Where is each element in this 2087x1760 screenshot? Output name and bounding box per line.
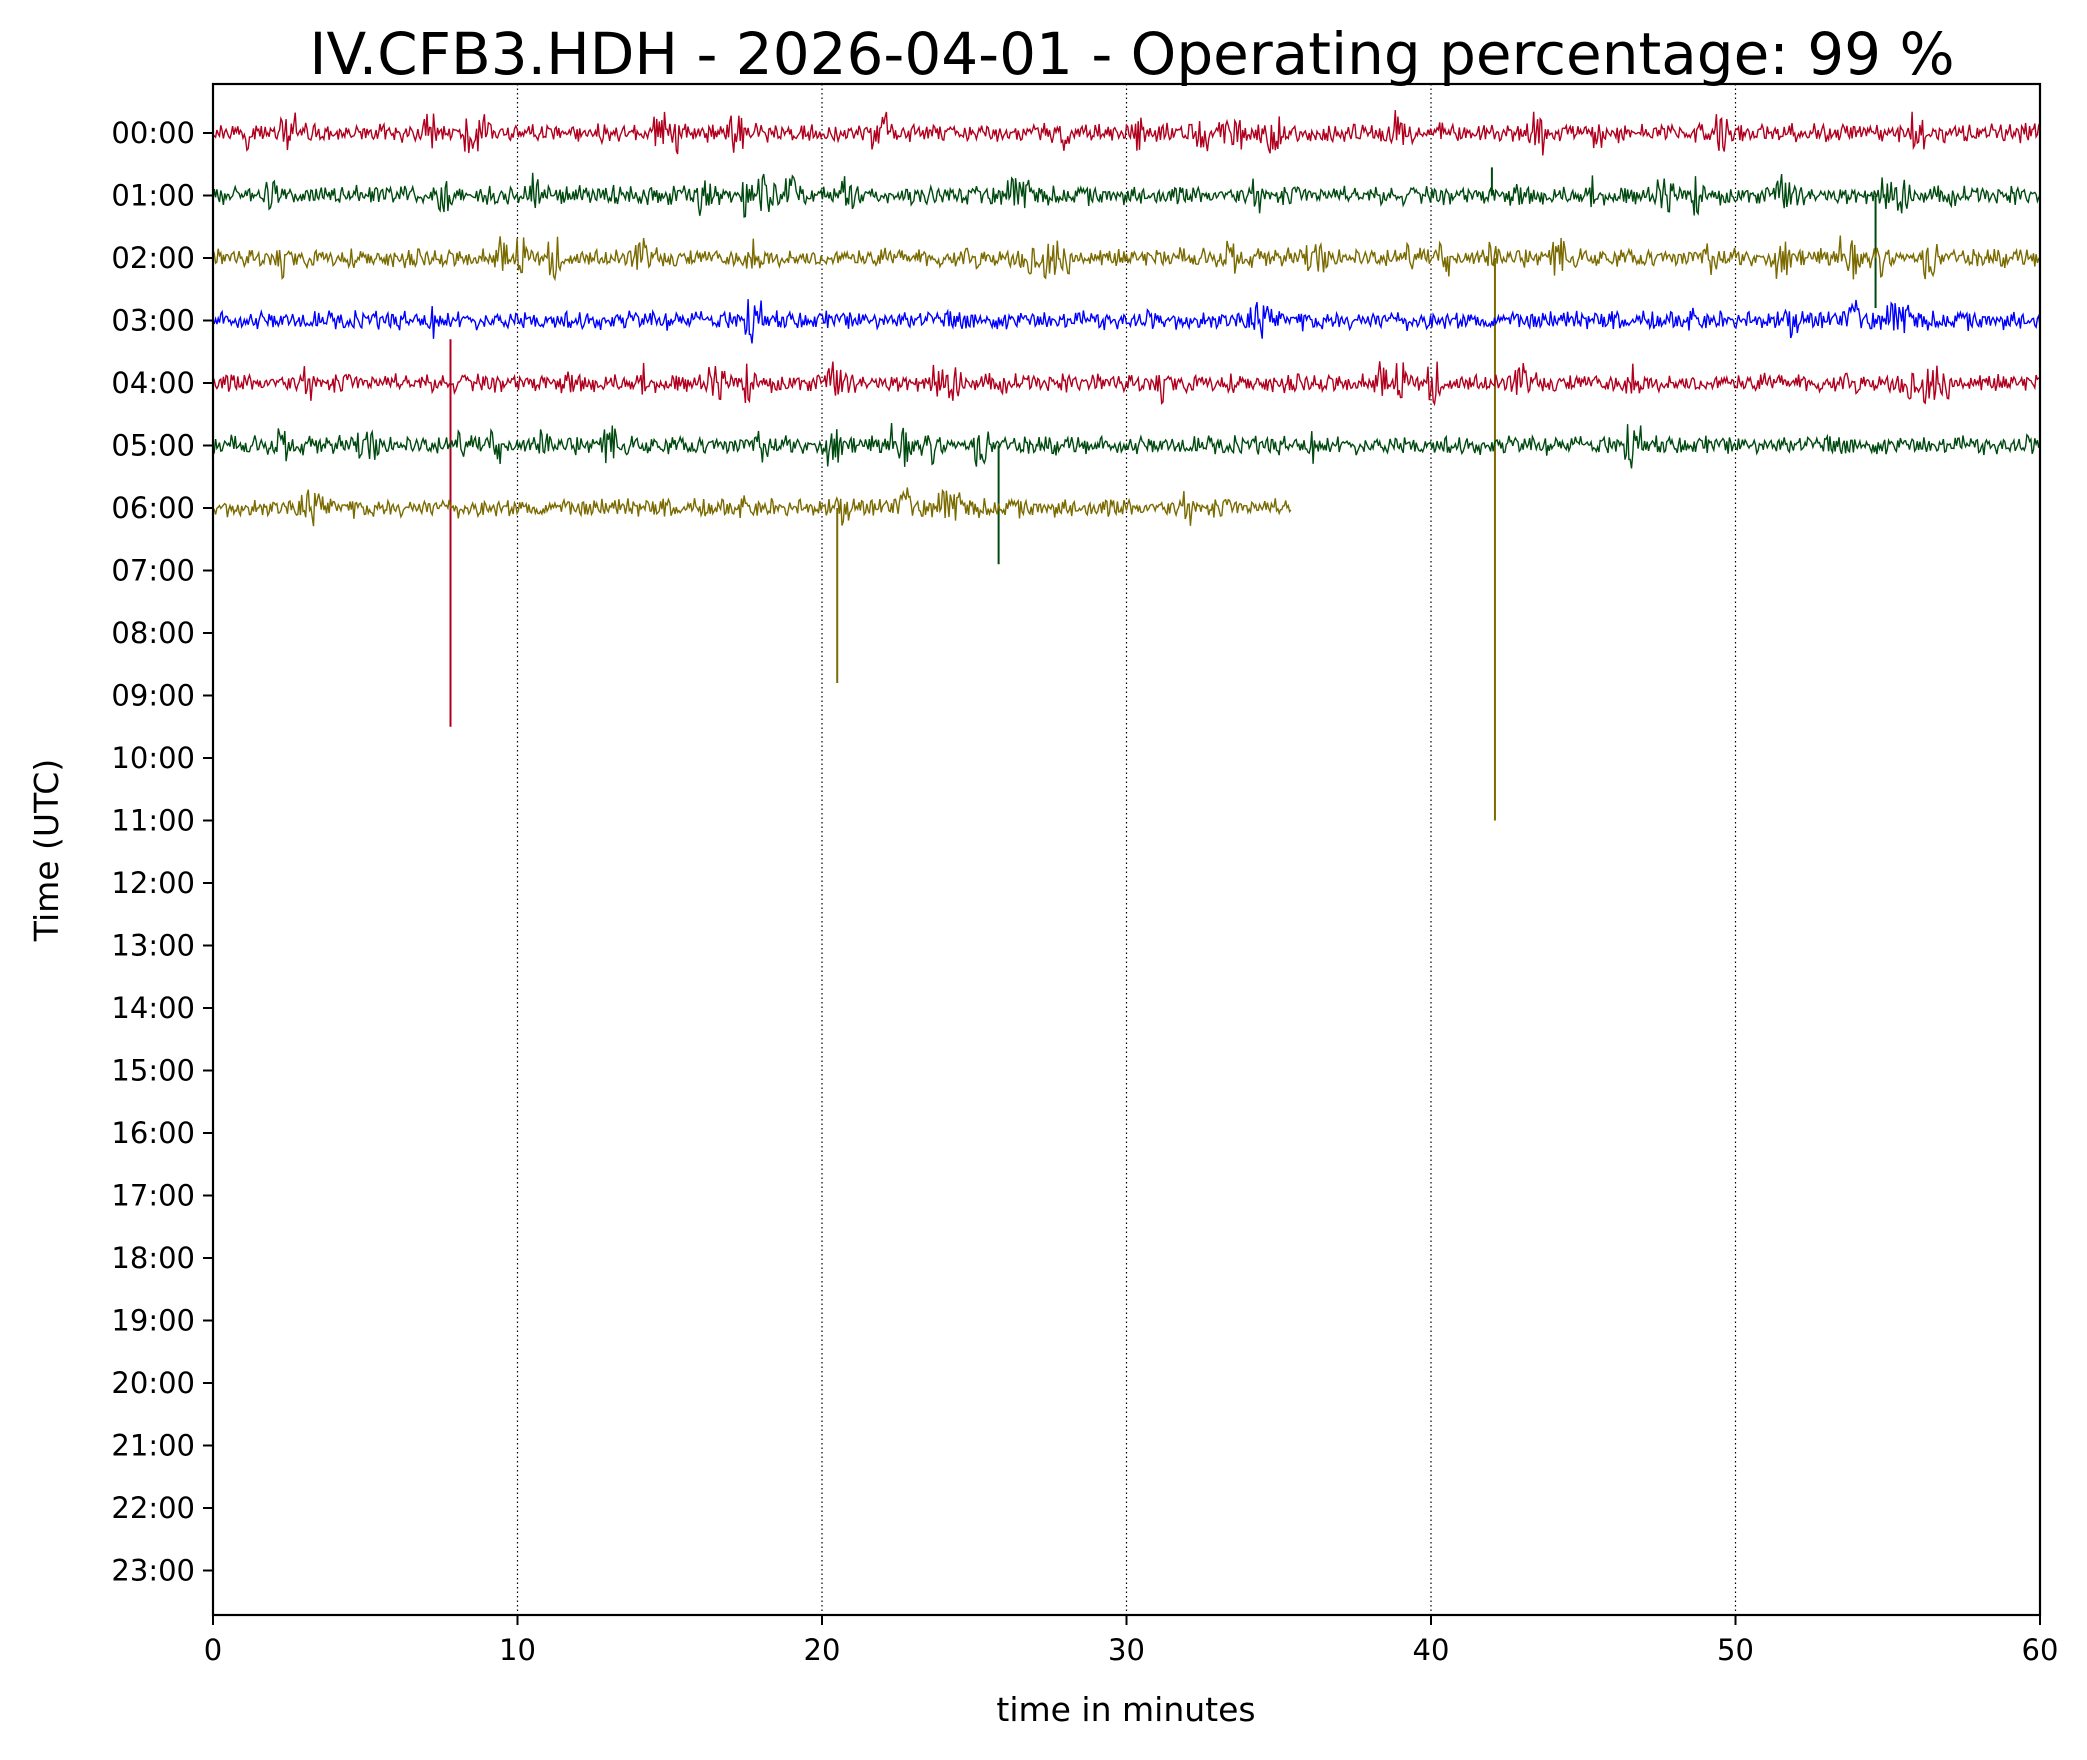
y-tick-label-11: 11:00 — [111, 804, 195, 838]
y-axis-label: Time (UTC) — [27, 759, 66, 942]
x-tick-label-30: 30 — [1108, 1633, 1145, 1667]
x-axis-ticks: 0 10 20 30 40 50 60 — [204, 1615, 2059, 1667]
y-tick-label-21: 21:00 — [111, 1429, 195, 1463]
trace-0600 — [212, 487, 1292, 527]
trace-0400 — [212, 361, 2041, 407]
y-tick-label-13: 13:00 — [111, 929, 195, 963]
y-tick-label-20: 20:00 — [111, 1366, 195, 1400]
x-axis-label: time in minutes — [996, 1690, 1255, 1729]
y-axis-ticks: 00:00 01:00 02:00 03:00 04:00 05:00 06:00 07:00… — [111, 116, 213, 1588]
trace-0100 — [212, 172, 2041, 218]
y-tick-label-12: 12:00 — [111, 866, 195, 900]
y-tick-label-23: 23:00 — [111, 1554, 195, 1588]
y-tick-label-19: 19:00 — [111, 1304, 195, 1338]
x-tick-label-0: 0 — [204, 1633, 222, 1667]
seismic-traces — [212, 110, 2041, 821]
y-tick-label-8: 08:00 — [111, 616, 195, 650]
x-tick-label-40: 40 — [1413, 1633, 1450, 1667]
y-tick-label-14: 14:00 — [111, 991, 195, 1025]
y-tick-label-3: 03:00 — [111, 304, 195, 338]
trace-0300 — [212, 299, 2041, 344]
x-tick-label-10: 10 — [499, 1633, 536, 1667]
y-tick-label-15: 15:00 — [111, 1054, 195, 1088]
trace-0000 — [212, 110, 2041, 156]
y-tick-label-0: 00:00 — [111, 116, 195, 150]
trace-0500 — [212, 422, 2041, 469]
chart-title: IV.CFB3.HDH - 2026-04-01 - Operating per… — [309, 20, 1954, 88]
y-tick-label-17: 17:00 — [111, 1179, 195, 1213]
y-tick-label-22: 22:00 — [111, 1491, 195, 1525]
y-tick-label-9: 09:00 — [111, 679, 195, 713]
y-tick-label-7: 07:00 — [111, 554, 195, 588]
y-tick-label-2: 02:00 — [111, 241, 195, 275]
y-tick-label-5: 05:00 — [111, 429, 195, 463]
y-tick-label-16: 16:00 — [111, 1116, 195, 1150]
y-tick-label-18: 18:00 — [111, 1241, 195, 1275]
y-tick-label-6: 06:00 — [111, 491, 195, 525]
trace-0200 — [212, 235, 2041, 282]
grid-lines — [516, 84, 1737, 1615]
y-tick-label-4: 04:00 — [111, 366, 195, 400]
x-tick-label-60: 60 — [2022, 1633, 2059, 1667]
x-tick-label-20: 20 — [804, 1633, 841, 1667]
y-tick-label-1: 01:00 — [111, 179, 195, 213]
x-tick-label-50: 50 — [1717, 1633, 1754, 1667]
y-tick-label-10: 10:00 — [111, 741, 195, 775]
